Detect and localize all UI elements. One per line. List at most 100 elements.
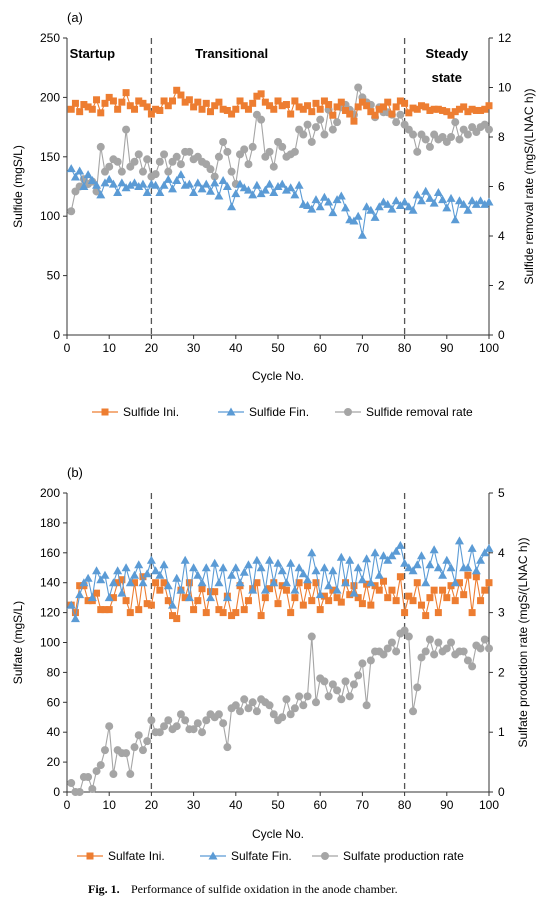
data-point bbox=[122, 89, 130, 97]
data-point bbox=[290, 147, 299, 156]
data-point bbox=[333, 103, 341, 111]
data-point bbox=[413, 147, 422, 156]
data-point bbox=[337, 598, 345, 606]
data-point bbox=[413, 579, 421, 587]
x-tick-label: 40 bbox=[229, 341, 243, 355]
data-point bbox=[243, 185, 253, 194]
data-point bbox=[336, 191, 346, 200]
data-point bbox=[96, 575, 106, 584]
data-point bbox=[198, 728, 207, 737]
data-point bbox=[108, 179, 118, 188]
y2-tick-label: 1 bbox=[498, 725, 505, 739]
data-point bbox=[93, 589, 101, 597]
x-tick-label: 30 bbox=[187, 798, 201, 812]
data-point bbox=[472, 573, 480, 581]
data-point bbox=[413, 683, 422, 692]
data-point bbox=[101, 606, 109, 614]
data-point bbox=[430, 650, 439, 659]
data-point bbox=[404, 202, 414, 211]
data-point bbox=[303, 201, 313, 210]
data-point bbox=[319, 563, 329, 572]
data-point bbox=[114, 105, 122, 113]
data-point bbox=[278, 582, 286, 590]
data-point bbox=[367, 108, 375, 116]
data-point bbox=[409, 707, 418, 716]
data-point bbox=[332, 585, 342, 594]
data-point bbox=[160, 97, 168, 105]
data-point bbox=[193, 178, 203, 187]
data-point bbox=[222, 182, 232, 190]
data-point bbox=[75, 788, 84, 796]
data-point bbox=[198, 585, 206, 593]
data-point bbox=[134, 150, 143, 159]
data-point bbox=[125, 180, 135, 189]
y2-tick-label: 2 bbox=[498, 665, 505, 679]
data-point bbox=[177, 91, 185, 99]
data-point bbox=[303, 120, 312, 129]
data-point bbox=[160, 722, 169, 731]
series-line bbox=[70, 575, 490, 620]
data-point bbox=[211, 588, 219, 596]
data-point bbox=[476, 644, 485, 653]
data-point bbox=[172, 152, 181, 161]
data-point bbox=[160, 579, 168, 587]
data-point bbox=[341, 677, 350, 686]
data-point bbox=[476, 555, 486, 564]
data-point bbox=[201, 563, 211, 572]
data-point bbox=[463, 563, 473, 572]
data-point bbox=[463, 205, 473, 214]
data-point bbox=[131, 105, 139, 113]
data-point bbox=[460, 591, 468, 599]
chart-panel-a: 0 10 20 30 40 50 60 70 80 90 100050100150200250024… bbox=[11, 10, 536, 419]
data-point bbox=[122, 749, 131, 758]
y2-tick-label: 5 bbox=[498, 486, 505, 500]
data-point bbox=[277, 566, 287, 575]
data-point bbox=[375, 105, 383, 113]
data-point bbox=[118, 576, 126, 584]
data-point bbox=[240, 145, 249, 154]
data-point bbox=[304, 582, 312, 590]
data-point bbox=[219, 105, 227, 113]
data-point bbox=[155, 157, 164, 166]
legend-marker bbox=[344, 408, 352, 416]
data-point bbox=[433, 187, 443, 196]
data-point bbox=[135, 606, 143, 614]
data-point bbox=[353, 211, 363, 220]
data-point bbox=[198, 105, 206, 113]
data-point bbox=[164, 716, 173, 725]
data-point bbox=[422, 103, 430, 111]
data-point bbox=[143, 737, 152, 746]
data-point bbox=[190, 606, 198, 614]
data-point bbox=[118, 98, 126, 106]
y-axis-label: Sulfate (mgS/L) bbox=[11, 601, 25, 684]
data-point bbox=[76, 582, 84, 590]
data-point bbox=[464, 571, 472, 579]
data-point bbox=[96, 142, 105, 151]
y-tick-label: 200 bbox=[40, 486, 60, 500]
data-point bbox=[189, 563, 199, 572]
data-point bbox=[130, 178, 140, 187]
data-point bbox=[286, 183, 296, 192]
data-point bbox=[320, 592, 328, 600]
data-point bbox=[189, 725, 198, 734]
data-point bbox=[421, 647, 430, 656]
data-point bbox=[151, 180, 161, 189]
data-point bbox=[146, 555, 156, 564]
data-point bbox=[155, 187, 165, 196]
data-point bbox=[75, 166, 85, 175]
data-point bbox=[181, 594, 189, 602]
data-point bbox=[172, 573, 182, 582]
y-tick-label: 0 bbox=[53, 328, 60, 342]
data-point bbox=[265, 147, 274, 156]
data-point bbox=[311, 566, 321, 575]
data-point bbox=[400, 197, 410, 206]
x-axis-label: Cycle No. bbox=[252, 827, 304, 841]
data-point bbox=[446, 563, 456, 572]
data-point bbox=[104, 174, 114, 183]
data-point bbox=[100, 746, 109, 755]
legend-marker bbox=[208, 851, 218, 860]
data-point bbox=[97, 606, 105, 614]
y2-tick-label: 6 bbox=[498, 180, 505, 194]
data-point bbox=[189, 187, 199, 196]
